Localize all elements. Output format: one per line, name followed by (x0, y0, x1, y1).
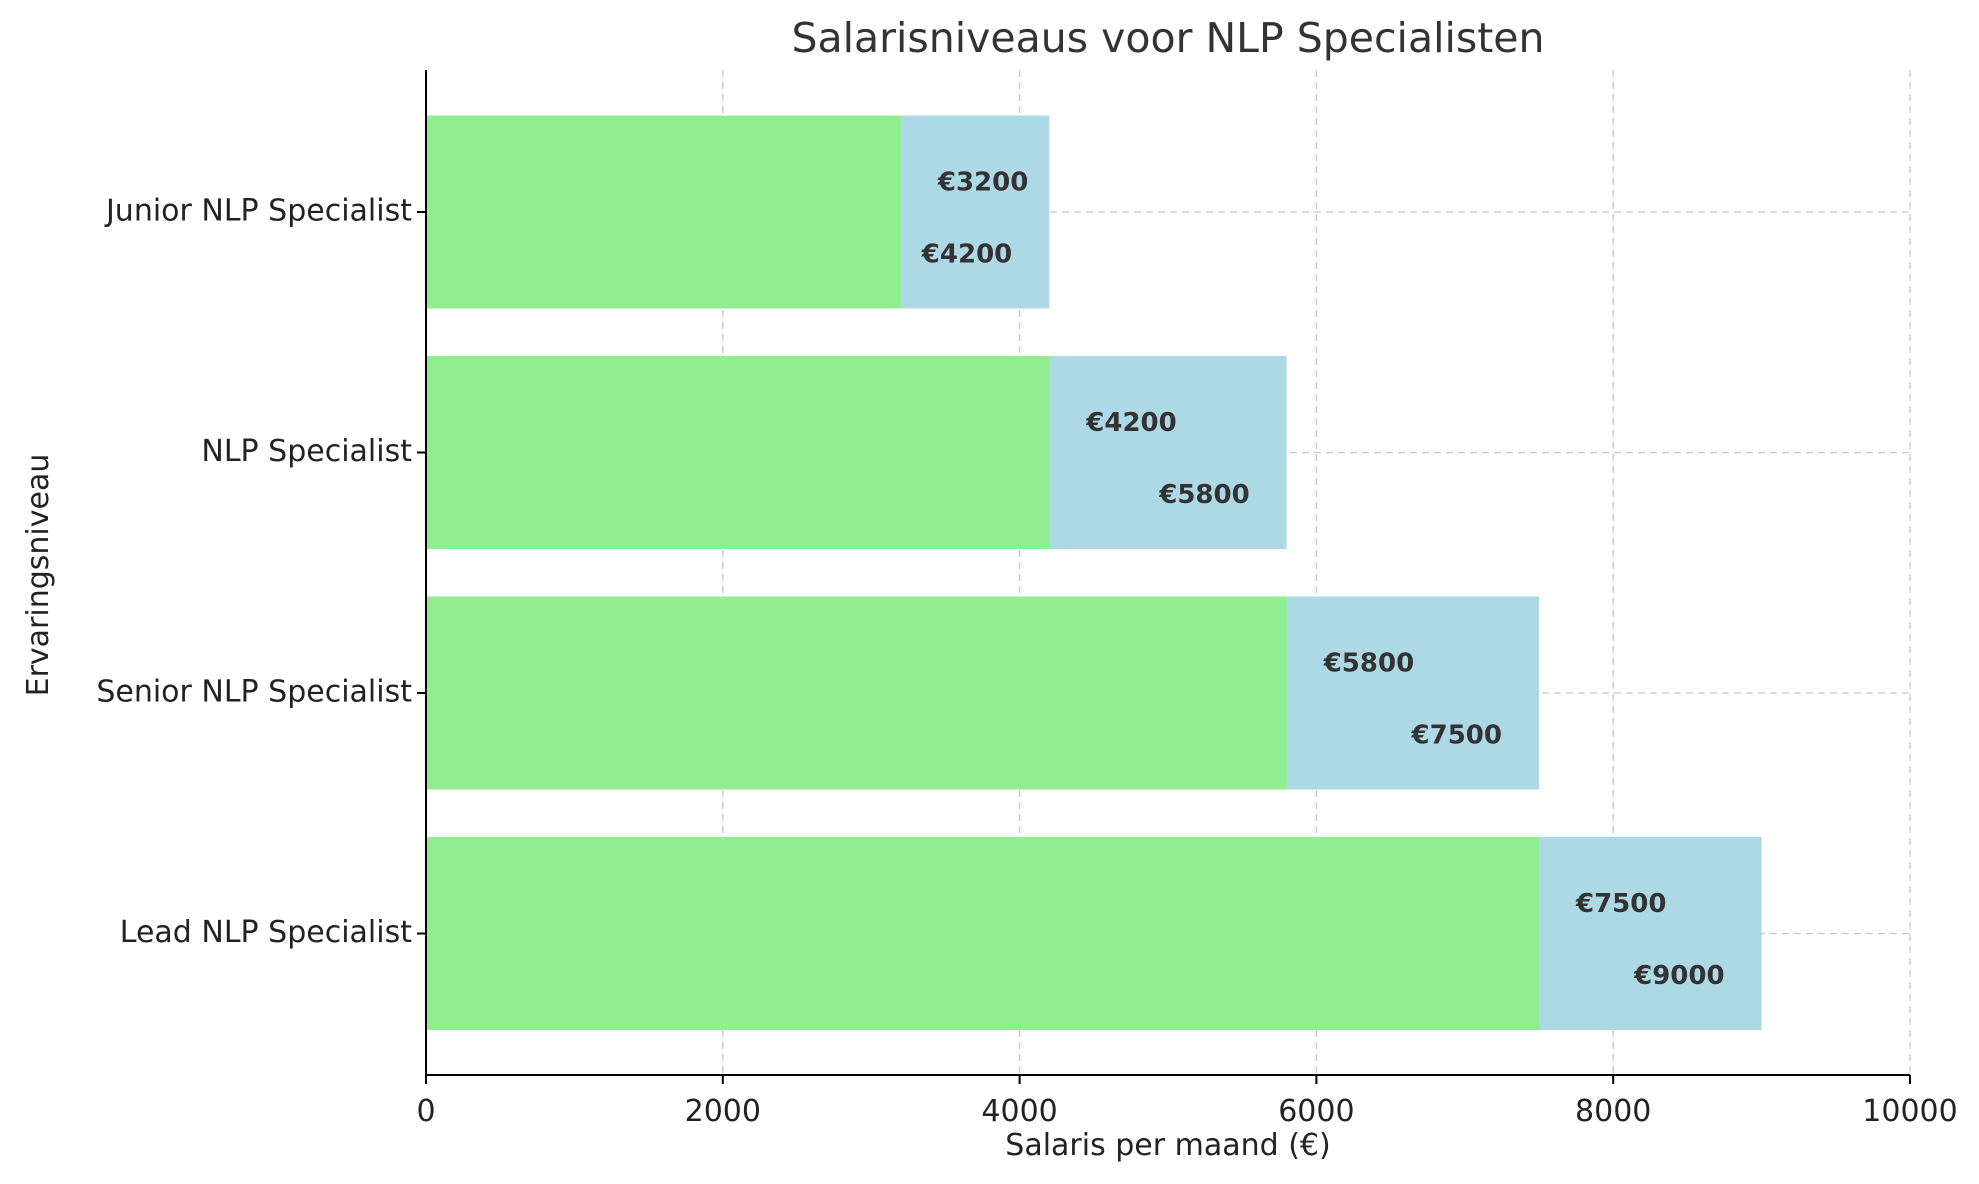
min-value-label: €5800 (1323, 649, 1414, 679)
bar-minimum (426, 596, 1287, 790)
x-tick-label: 10000 (1862, 1094, 1957, 1129)
max-value-label: €4200 (921, 240, 1012, 270)
x-tick-label: 0 (416, 1094, 435, 1129)
bar-minimum (426, 356, 1050, 549)
y-axis-label: Ervaringsniveau (21, 454, 56, 697)
bars (426, 115, 1762, 1030)
bar-minimum (426, 115, 901, 309)
min-value-label: €3200 (937, 168, 1028, 198)
y-tick-label: Senior NLP Specialist (96, 675, 412, 710)
max-value-label: €7500 (1411, 721, 1502, 751)
max-value-label: €5800 (1158, 480, 1249, 510)
max-value-label: €9000 (1633, 961, 1724, 991)
x-tick-label: 8000 (1575, 1094, 1651, 1129)
min-value-label: €4200 (1085, 408, 1176, 438)
bar-minimum (426, 837, 1539, 1030)
data-labels: €3200 €4200 €4200 €5800 €5800 €7500 €7500 €9000 (921, 168, 1725, 992)
chart-title: Salarisniveaus voor NLP Specialisten (792, 14, 1545, 62)
min-value-label: €7500 (1575, 889, 1666, 919)
x-tick-label: 4000 (981, 1094, 1057, 1129)
x-axis-label: Salaris per maand (€) (1005, 1128, 1330, 1163)
x-tick-label: 6000 (1278, 1094, 1354, 1129)
y-tick-label: Junior NLP Specialist (104, 194, 412, 229)
axes (425, 70, 1910, 1076)
y-tick-label: Lead NLP Specialist (120, 915, 412, 950)
y-tick-label: NLP Specialist (201, 434, 412, 469)
x-tick-label: 2000 (685, 1094, 761, 1129)
ticks: 0 2000 4000 6000 8000 10000 Junior NLP Special… (96, 194, 1957, 1130)
